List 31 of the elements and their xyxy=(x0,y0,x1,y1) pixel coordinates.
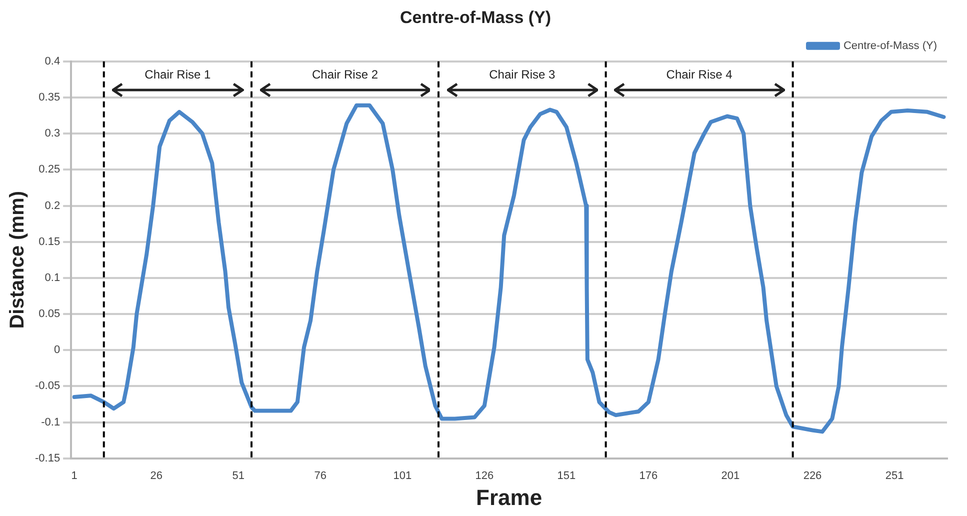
x-tick-label: 51 xyxy=(232,470,245,482)
x-tick-label: 251 xyxy=(885,470,904,482)
chart-title: Centre-of-Mass (Y) xyxy=(400,8,552,27)
y-tick-label: -0.15 xyxy=(34,452,60,464)
annotation: Chair Rise 1 xyxy=(144,68,212,82)
y-tick-label: -0.05 xyxy=(34,380,60,392)
y-tick-label: 0.15 xyxy=(38,236,60,248)
y-tick-label: 0.05 xyxy=(38,308,60,320)
y-tick-label: 0.35 xyxy=(38,92,60,104)
x-tick-label: 176 xyxy=(639,470,658,482)
x-tick-label: 226 xyxy=(803,470,822,482)
y-axis-title: Distance (mm) xyxy=(6,190,29,329)
x-tick-label: 126 xyxy=(475,470,494,482)
y-tick-label: 0.2 xyxy=(44,200,60,212)
y-tick-label: 0.4 xyxy=(44,55,60,68)
x-tick-label: 76 xyxy=(314,470,327,482)
x-tick-label: 1 xyxy=(71,470,78,482)
y-tick-label: 0.25 xyxy=(38,164,60,176)
annotation: Chair Rise 4 xyxy=(666,68,733,82)
annotation: Chair Rise 3 xyxy=(489,68,556,82)
x-tick-label: 201 xyxy=(721,470,740,482)
legend-label: Centre-of-Mass (Y) xyxy=(843,40,938,52)
x-tick-label: 151 xyxy=(557,470,576,482)
y-tick-label: -0.1 xyxy=(41,416,60,428)
x-tick-label: 101 xyxy=(393,470,412,482)
y-tick-label: 0.3 xyxy=(44,128,60,140)
annotation: Chair Rise 2 xyxy=(312,68,378,82)
y-tick-label: 0.1 xyxy=(44,272,60,284)
x-axis-title: Frame xyxy=(476,484,542,510)
x-tick-label: 26 xyxy=(150,470,162,482)
y-tick-label: 0 xyxy=(54,344,60,356)
